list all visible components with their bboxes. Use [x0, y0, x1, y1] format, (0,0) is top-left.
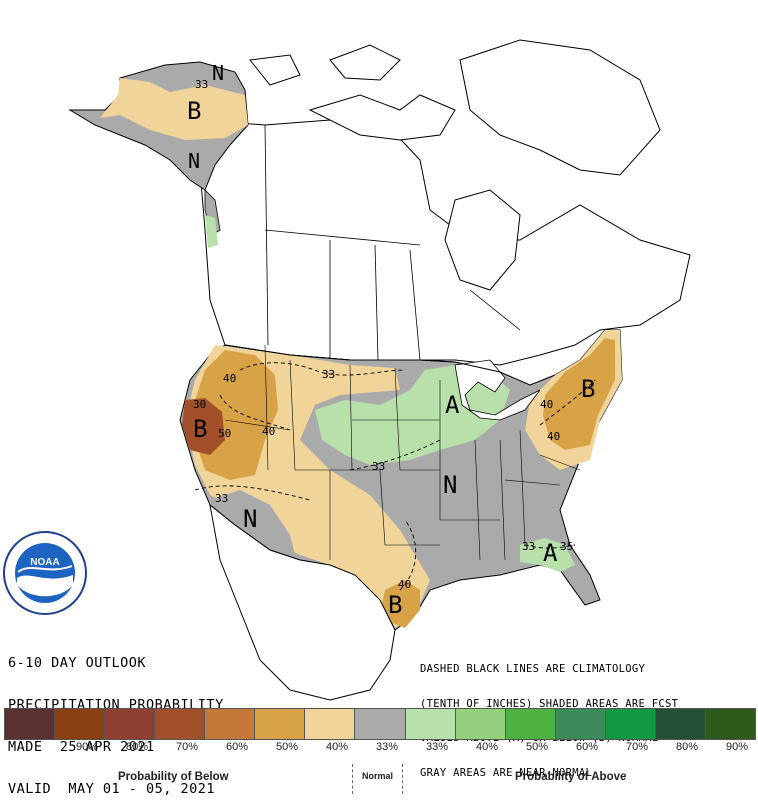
probability-above-caption: Probability of Above: [515, 771, 627, 783]
legend-swatch: [305, 709, 356, 739]
valid-dates: VALID MAY 01 - 05, 2021: [8, 781, 216, 797]
legend-percent-label: 90%: [725, 741, 748, 753]
bc-coast-green: [205, 215, 218, 248]
legend-percent-label: 60%: [575, 741, 598, 753]
legend-percent-label: 60%: [225, 741, 248, 753]
legend-swatch: [655, 709, 706, 739]
legend-percent-label: 70%: [625, 741, 648, 753]
us-canada-border: [224, 344, 501, 373]
sw-normal-label: N: [243, 505, 257, 533]
alaska-normal-label-north: N: [212, 61, 224, 85]
province-lines: [264, 124, 521, 361]
fl-contour-35: 35: [560, 540, 573, 553]
plains-contour-33: 33: [372, 460, 385, 473]
noaa-logo-text: NOAA: [30, 557, 59, 568]
alaska-normal-label-south: N: [188, 149, 200, 173]
central-normal-label: N: [443, 471, 457, 499]
normal-caption: Normal: [362, 771, 394, 781]
sw-normal-area: [210, 490, 295, 555]
ca-below-label: B: [193, 415, 207, 443]
legend-swatch: [455, 709, 506, 739]
title-line-1: 6-10 DAY OUTLOOK: [8, 655, 147, 671]
legend-percent-label: 50%: [275, 741, 298, 753]
montana-contour-33: 33: [322, 368, 335, 381]
alaska-below-area: [100, 78, 248, 140]
tx-below-40: [382, 580, 420, 628]
normal-divider-left: [352, 764, 353, 794]
legend-swatch: [405, 709, 456, 739]
fl-contour-33: 33: [522, 540, 535, 553]
legend-swatch: [605, 709, 656, 739]
legend-percent-label: 80%: [125, 741, 148, 753]
nw-contour-40: 40: [223, 372, 236, 385]
sw-contour-33: 33: [215, 492, 228, 505]
legend-label-spacer: [4, 741, 54, 753]
legend-percent-label: 80%: [675, 741, 698, 753]
great-basin-contour-40: 40: [262, 425, 275, 438]
tx-contour-40: 40: [398, 578, 411, 591]
legend-percent-label: 40%: [475, 741, 498, 753]
great-lakes: [454, 359, 541, 421]
outlook-map: B N N 33 40 30 B 50 40 33 A 33 N 33 N 40…: [3, 39, 691, 701]
hudson-bay: [444, 189, 521, 291]
alaska-contour-33: 33: [195, 78, 208, 91]
legend-swatch: [705, 709, 755, 739]
legend-percent-label: 70%: [175, 741, 198, 753]
climatology-lines: [194, 362, 596, 591]
legend-percent-label: 40%: [325, 741, 348, 753]
legend-swatch: [5, 709, 56, 739]
probability-below-caption: Probability of Below: [118, 771, 229, 783]
normal-divider-right: [402, 764, 403, 794]
legend-swatch: [155, 709, 206, 739]
legend-percent-labels: 90% 80% 70% 60% 50% 40% 33% 33% 40% 50% 60% 70% 80% 9…: [4, 741, 754, 753]
note-line-1: DASHED BLACK LINES ARE CLIMATOLOGY: [420, 663, 646, 675]
legend-percent-label: 90%: [75, 741, 98, 753]
tx-below-label: B: [388, 591, 402, 619]
legend-swatch: [555, 709, 606, 739]
noaa-logo: NOAA: [3, 531, 87, 615]
legend-percent-label: 33%: [425, 741, 448, 753]
outlook-title-block: 6-10 DAY OUTLOOK PRECIPITATION PROBABILI…: [8, 628, 224, 810]
legend-swatch: [255, 709, 306, 739]
mexico-land: [209, 503, 396, 701]
legend-percent-label: 33%: [375, 741, 398, 753]
legend-swatch: [105, 709, 156, 739]
legend-swatch: [355, 709, 406, 739]
legend-percent-label: 50%: [525, 741, 548, 753]
arctic-islands: [249, 39, 661, 176]
made-date: MADE 25 APR 2021: [8, 739, 155, 755]
ne-contour-40-b: 40: [547, 430, 560, 443]
state-lines: [224, 344, 581, 561]
note-line-4: GRAY AREAS ARE NEAR-NORMAL: [420, 766, 593, 779]
legend-swatch: [55, 709, 106, 739]
legend-swatch: [505, 709, 556, 739]
ca-contour-50: 50: [218, 427, 231, 440]
midwest-above-label: A: [445, 391, 460, 419]
ca-below-60: [182, 398, 225, 455]
ca-contour-30: 30: [193, 398, 206, 411]
note-line-2: (TENTH OF INCHES) SHADED AREAS ARE FCST: [420, 697, 679, 710]
probability-color-legend: [4, 708, 756, 740]
ne-below-label: B: [581, 375, 595, 403]
alaska-below-label: B: [187, 97, 201, 125]
fl-above-label: A: [543, 539, 558, 567]
ne-contour-40-a: 40: [540, 398, 553, 411]
legend-swatch: [205, 709, 256, 739]
